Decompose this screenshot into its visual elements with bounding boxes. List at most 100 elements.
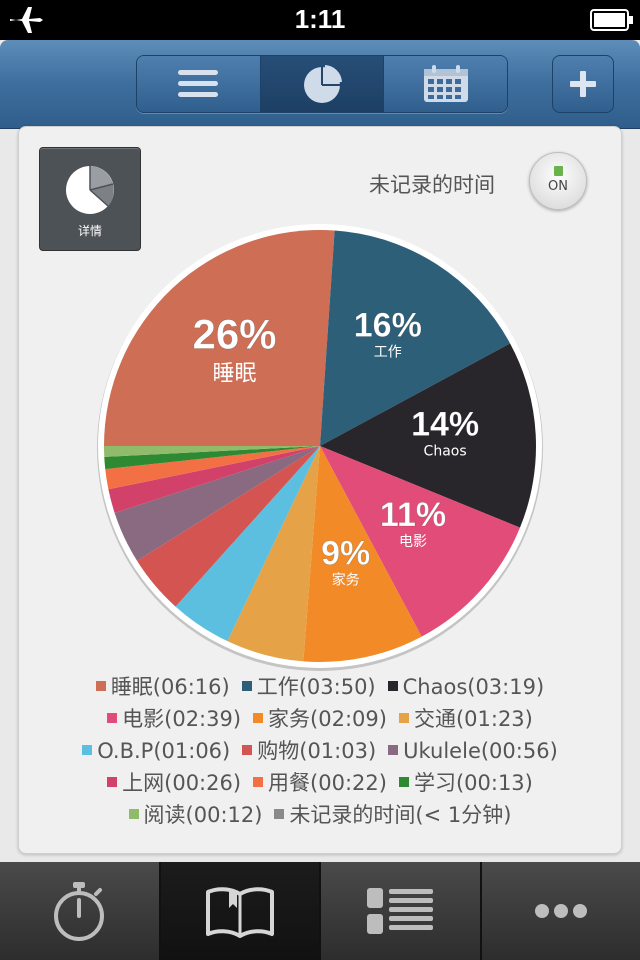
status-bar: 1:11 [0, 0, 640, 40]
legend-label: 工作(03:50) [256, 675, 376, 699]
legend-item: 交通(01:23) [398, 703, 533, 735]
pie-category-label-0: 睡眠 [212, 362, 256, 387]
battery-icon [590, 9, 633, 31]
list-icon [367, 888, 434, 934]
calendar-view-segment[interactable] [384, 56, 507, 112]
pie-percent-label-3: 11% [380, 496, 446, 534]
view-segmented-control [136, 55, 508, 113]
legend-item: 工作(03:50) [241, 671, 376, 703]
pie-slice-7[interactable] [137, 446, 320, 607]
legend-label: 学习(00:13) [413, 771, 533, 795]
legend-label: 交通(01:23) [413, 707, 533, 731]
legend-item: 上网(00:26) [107, 767, 241, 799]
legend-item: O.B.P(01:06) [82, 735, 230, 767]
detail-button[interactable]: 详情 [39, 147, 141, 251]
legend-label: O.B.P(01:06) [97, 739, 231, 763]
pie-slice-2[interactable] [320, 343, 536, 528]
status-time: 1:11 [294, 4, 346, 34]
legend-label: 睡眠(06:16) [110, 675, 230, 699]
legend-item: 电影(02:39) [107, 703, 241, 735]
plus-icon [570, 71, 596, 97]
legend-swatch [398, 777, 409, 787]
nav-bar [0, 40, 640, 129]
legend-row: 电影(02:39) 家务(02:09) 交通(01:23) [19, 703, 621, 735]
pie-percent-label-4: 9% [321, 535, 370, 573]
legend-swatch [128, 809, 139, 819]
pie-slice-0[interactable] [104, 230, 335, 446]
legend-row: 上网(00:26) 用餐(00:22) 学习(00:13) [19, 767, 621, 799]
legend-item: 阅读(00:12) [128, 799, 263, 831]
more-dots-icon [534, 904, 587, 918]
legend-label: 电影(02:39) [122, 707, 242, 731]
legend-label: 阅读(00:12) [143, 803, 263, 827]
legend-swatch [107, 777, 118, 787]
legend-swatch [387, 681, 398, 691]
legend-row: O.B.P(01:06) 购物(01:03) Ukulele(00:56) [19, 735, 621, 767]
legend-item: 睡眠(06:16) [95, 671, 230, 703]
legend-swatch [242, 745, 253, 755]
pie-category-label-1: 工作 [374, 345, 402, 361]
pie-detail-icon [66, 166, 114, 214]
stopwatch-icon [54, 882, 105, 941]
legend-label: Ukulele(00:56) [403, 739, 558, 763]
legend-item: 家务(02:09) [253, 703, 387, 735]
legend-row: 睡眠(06:16) 工作(03:50) Chaos(03:19) [19, 671, 621, 703]
legend-swatch [398, 713, 409, 723]
pie-chart: 26% 睡眠 16%工作 14%Chaos 11%电影 9%家务 [97, 224, 543, 671]
pie-slice-8[interactable] [114, 446, 320, 561]
legend-item: Ukulele(00:56) [388, 735, 558, 767]
pie-slice-10[interactable] [105, 446, 321, 490]
pie-slice-3[interactable] [320, 446, 520, 637]
pie-slice-12[interactable] [103, 446, 320, 457]
legend-swatch [107, 713, 118, 723]
legend-label: 购物(01:03) [257, 739, 377, 763]
legend-swatch [82, 745, 93, 755]
pie-slice-9[interactable] [108, 446, 320, 513]
legend-swatch [253, 777, 264, 787]
legend-item: 购物(01:03) [242, 735, 376, 767]
chart-legend: 睡眠(06:16) 工作(03:50) Chaos(03:19) 电影(02:39) 家… [19, 671, 621, 831]
pie-category-label-3: 电影 [399, 534, 427, 550]
pie-slice-1[interactable] [320, 230, 511, 447]
legend-item: 学习(00:13) [398, 767, 533, 799]
pie-slice-11[interactable] [104, 446, 320, 470]
legend-swatch [253, 713, 264, 723]
calendar-icon [423, 65, 468, 102]
pie-percent-label-2: 14% [411, 405, 479, 443]
unrecorded-time-label: 未记录的时间 [369, 173, 495, 197]
detail-label: 详情 [77, 224, 102, 238]
legend-label: Chaos(03:19) [402, 675, 545, 699]
legend-swatch [95, 681, 106, 691]
legend-swatch [274, 809, 285, 819]
legend-label: 家务(02:09) [268, 707, 387, 731]
tab-more[interactable] [481, 862, 640, 960]
add-button[interactable] [552, 55, 614, 113]
pie-percent-label-1: 16% [354, 307, 422, 345]
legend-item: 用餐(00:22) [253, 767, 387, 799]
pie-percent-label-0: 26% [192, 311, 276, 358]
toggle-indicator-light [554, 166, 563, 176]
pie-slice-6[interactable] [175, 446, 320, 642]
pie-chart-icon [304, 65, 342, 103]
airplane-icon [10, 7, 43, 33]
tab-bar [0, 862, 640, 960]
tab-journal[interactable] [160, 862, 321, 960]
pie-view-segment[interactable] [260, 56, 385, 112]
pie-slice-5[interactable] [227, 446, 320, 662]
book-icon [205, 887, 274, 938]
list-view-segment[interactable] [137, 56, 261, 112]
unrecorded-toggle[interactable]: ON [529, 152, 587, 210]
legend-swatch [388, 745, 399, 755]
pie-category-label-2: Chaos [424, 443, 467, 459]
tab-list[interactable] [321, 862, 482, 960]
chart-card: 详情 未记录的时间 ON 26% 睡眠 16% 工作 14% Chaos 11% 电影 9% 家务… [18, 126, 622, 854]
legend-label: 未记录的时间(< 1分钟) [289, 803, 512, 827]
tab-timer[interactable] [0, 862, 161, 960]
legend-item: 未记录的时间(< 1分钟) [274, 799, 511, 831]
toggle-state-label: ON [548, 179, 568, 194]
legend-swatch [241, 681, 252, 691]
legend-label: 上网(00:26) [122, 771, 242, 795]
pie-slice-4[interactable] [303, 446, 422, 663]
menu-lines-icon [178, 70, 219, 97]
legend-item: Chaos(03:19) [387, 671, 545, 703]
